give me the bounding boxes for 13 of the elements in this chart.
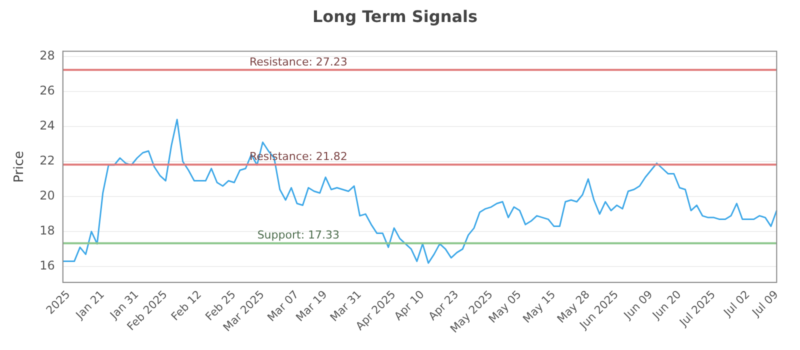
y-tick-label: 28 <box>40 48 55 63</box>
y-axis-title: Price <box>12 150 28 183</box>
ref-line-label: Support: 17.33 <box>257 228 340 242</box>
y-tick-label: 26 <box>40 84 55 98</box>
y-tick-label: 18 <box>40 224 55 238</box>
x-tick-label: Feb 12 <box>168 288 204 324</box>
ref-line-label: Resistance: 27.23 <box>249 55 348 68</box>
y-tick-label: 16 <box>40 258 55 273</box>
y-tick-label: 20 <box>40 188 55 203</box>
chart-title: Long Term Signals <box>312 6 478 26</box>
y-tick-label: 22 <box>40 154 55 168</box>
x-tick-label: Jan 21 <box>72 288 107 322</box>
y-tick-label: 24 <box>40 118 55 133</box>
